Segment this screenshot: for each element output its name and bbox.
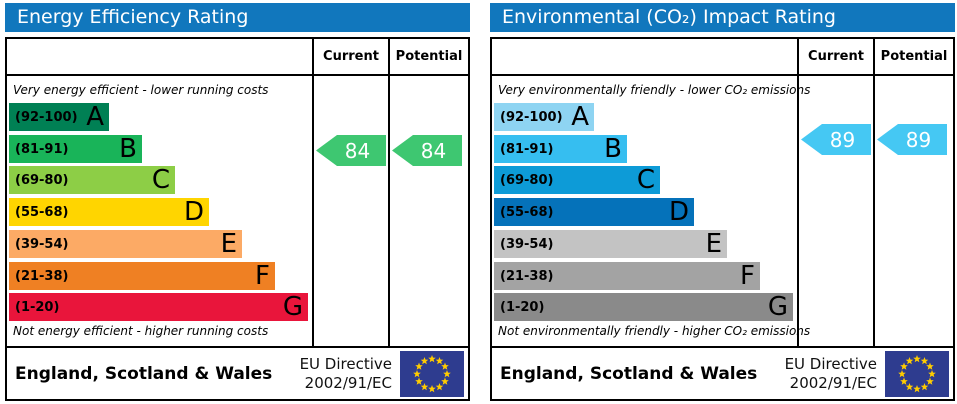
band-f: (21-38) F [494, 262, 760, 290]
band-range: (69-80) [15, 172, 69, 188]
panel-title-bar: Environmental (CO₂) Impact Rating [490, 3, 955, 32]
band-range: (81-91) [500, 141, 554, 157]
band-letter: G [282, 292, 303, 322]
band-letter: D [183, 197, 204, 227]
band-letter: E [220, 229, 237, 259]
current-rating-value: 89 [829, 127, 856, 152]
band-range: (1-20) [500, 299, 545, 315]
panel-title-bar: Energy Efficiency Rating [5, 3, 470, 32]
current-column-header: Current [312, 39, 388, 74]
rating-table: Current Potential Very environmentally f… [490, 37, 955, 401]
potential-rating-arrow: 84 [392, 135, 462, 166]
top-note: Very energy efficient - lower running co… [13, 83, 269, 97]
band-letter: A [86, 102, 104, 132]
band-range: (39-54) [500, 236, 554, 252]
band-g: (1-20) G [494, 293, 793, 321]
environmental-impact-panel: Environmental (CO₂) Impact Rating Curren… [490, 3, 955, 401]
band-range: (92-100) [15, 109, 78, 125]
eu-flag-icon [885, 350, 949, 397]
current-column-header: Current [797, 39, 873, 74]
region-label: England, Scotland & Wales [15, 363, 273, 384]
bottom-note: Not energy efficient - higher running co… [13, 324, 269, 338]
band-d: (55-68) D [494, 198, 694, 226]
eu-directive-label: EU Directive 2002/91/EC [784, 354, 877, 392]
band-letter: C [636, 165, 655, 195]
potential-rating-value: 84 [420, 138, 447, 163]
band-range: (39-54) [15, 236, 69, 252]
rating-table: Current Potential Very energy efficient … [5, 37, 470, 401]
band-letter: D [668, 197, 689, 227]
table-header-row: Current Potential [7, 39, 468, 76]
band-range: (69-80) [500, 172, 554, 188]
potential-column: 84 [388, 76, 468, 346]
band-range: (21-38) [500, 268, 554, 284]
band-letter: F [740, 261, 755, 291]
band-letter: F [255, 261, 270, 291]
band-b: (81-91) B [9, 135, 142, 163]
potential-rating-arrow: 89 [877, 124, 947, 155]
potential-rating-value: 89 [905, 127, 932, 152]
band-letter: B [119, 134, 137, 164]
current-rating-value: 84 [344, 138, 371, 163]
band-d: (55-68) D [9, 198, 209, 226]
band-c: (69-80) C [9, 166, 175, 194]
eu-flag-icon [400, 350, 464, 397]
band-letter: A [571, 102, 589, 132]
band-a: (92-100) A [9, 103, 109, 131]
eu-directive-label: EU Directive 2002/91/EC [299, 354, 392, 392]
band-range: (81-91) [15, 141, 69, 157]
band-range: (55-68) [15, 204, 69, 220]
band-range: (21-38) [15, 268, 69, 284]
current-rating-arrow: 84 [316, 135, 386, 166]
band-letter: E [705, 229, 722, 259]
band-g: (1-20) G [9, 293, 308, 321]
current-column: 84 [312, 76, 388, 346]
bottom-note: Not environmentally friendly - higher CO… [498, 324, 811, 338]
band-column: Very energy efficient - lower running co… [7, 76, 312, 346]
potential-column-header: Potential [873, 39, 953, 74]
footer-row: England, Scotland & Wales EU Directive 2… [7, 346, 468, 399]
band-range: (55-68) [500, 204, 554, 220]
band-letter: C [151, 165, 170, 195]
panel-title: Environmental (CO₂) Impact Rating [502, 6, 836, 28]
band-range: (92-100) [500, 109, 563, 125]
potential-column: 89 [873, 76, 953, 346]
band-letter: B [604, 134, 622, 164]
band-f: (21-38) F [9, 262, 275, 290]
chart-body: Very environmentally friendly - lower CO… [492, 76, 953, 346]
current-rating-arrow: 89 [801, 124, 871, 155]
header-spacer-cell [7, 39, 312, 74]
chart-body: Very energy efficient - lower running co… [7, 76, 468, 346]
current-column: 89 [797, 76, 873, 346]
table-header-row: Current Potential [492, 39, 953, 76]
band-e: (39-54) E [494, 230, 727, 258]
energy-efficiency-panel: Energy Efficiency Rating Current Potenti… [5, 3, 470, 401]
header-spacer-cell [492, 39, 797, 74]
band-a: (92-100) A [494, 103, 594, 131]
region-label: England, Scotland & Wales [500, 363, 758, 384]
band-e: (39-54) E [9, 230, 242, 258]
footer-row: England, Scotland & Wales EU Directive 2… [492, 346, 953, 399]
band-letter: G [767, 292, 788, 322]
band-range: (1-20) [15, 299, 60, 315]
band-c: (69-80) C [494, 166, 660, 194]
band-b: (81-91) B [494, 135, 627, 163]
panel-title: Energy Efficiency Rating [17, 6, 249, 28]
top-note: Very environmentally friendly - lower CO… [498, 83, 811, 97]
potential-column-header: Potential [388, 39, 468, 74]
band-column: Very environmentally friendly - lower CO… [492, 76, 810, 346]
